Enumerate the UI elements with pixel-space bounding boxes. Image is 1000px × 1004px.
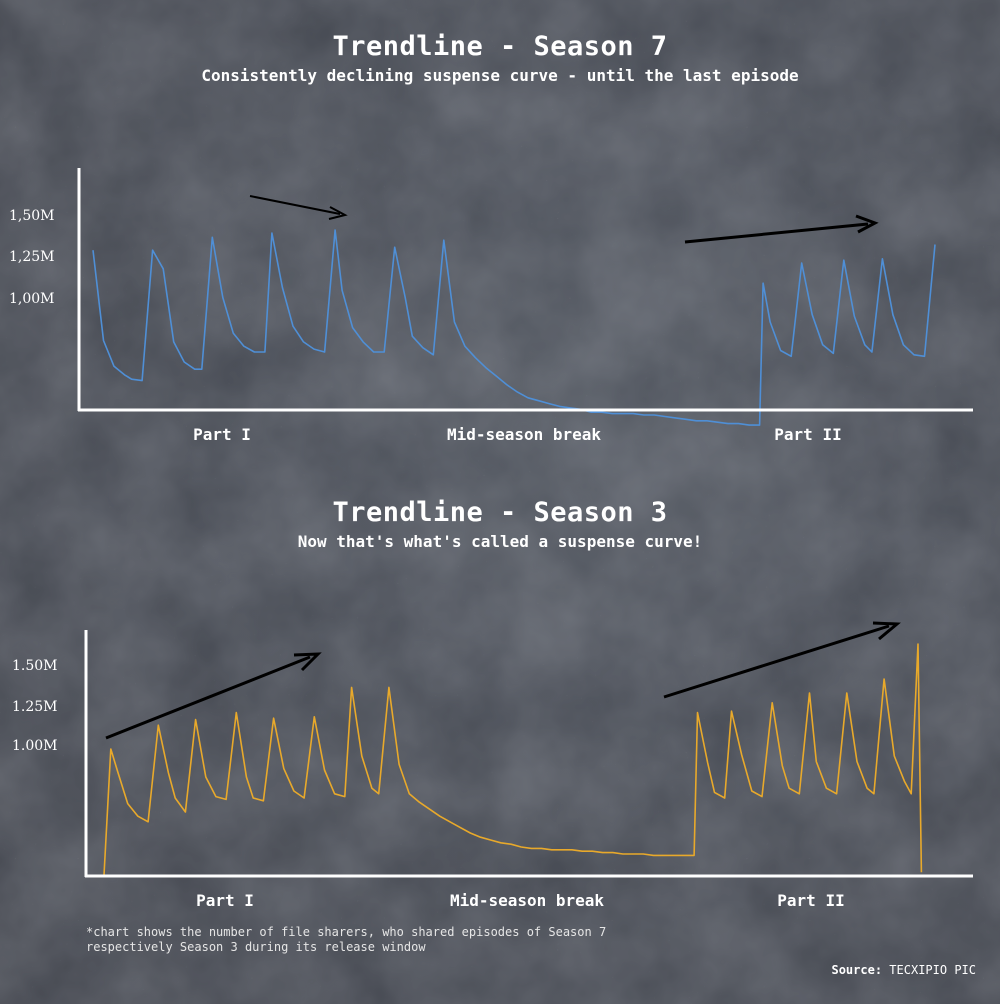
season3-line-chart: 1.50M 1.25M 1.00M Part I Mid-season brea… [12,621,973,910]
season7-chart-subtitle: Consistently declining suspense curve - … [201,66,799,85]
season3-ytick-label: 1.25M [12,699,58,715]
season7-chart-title: Trendline - Season 7 [332,31,668,62]
source-label: Source: [831,963,883,977]
season3-ytick-label: 1.50M [12,658,58,674]
season3-chart-subtitle: Now that's what's called a suspense curv… [297,532,703,551]
season7-trend-arrow-part1 [249,195,348,220]
season7-line-chart: 1,50M 1,25M 1,00M Part I Mid-season brea… [9,168,973,444]
season7-ytick-label: 1,25M [9,249,55,265]
season7-section-label: Mid-season break [447,425,601,444]
season3-trend-arrow-part2 [663,621,901,699]
season7-series-line [92,229,936,426]
chart-footnote: *chart shows the number of file sharers,… [86,925,607,954]
season3-section-label: Part I [196,891,254,910]
season3-series-line [103,643,923,876]
season3-ytick-label: 1.00M [12,738,58,754]
season7-section-label: Part II [774,425,841,444]
season7-section-label: Part I [193,425,251,444]
season7-trend-arrow-part2 [684,214,879,244]
season3-trend-arrow-part1 [105,652,322,740]
source-credit: Source: TECXIPIO PIC [831,963,976,977]
source-value: TECXIPIO PIC [889,963,976,977]
season7-ytick-label: 1,50M [9,208,55,224]
season3-chart-title: Trendline - Season 3 [332,497,668,528]
season3-section-label: Mid-season break [450,891,604,910]
season3-section-label: Part II [777,891,844,910]
season7-ytick-label: 1,00M [9,291,55,307]
